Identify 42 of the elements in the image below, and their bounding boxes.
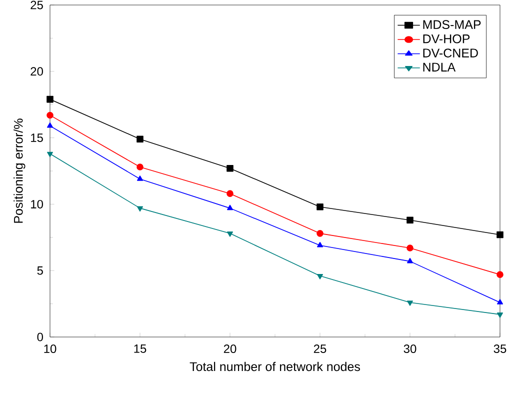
x-tick-label: 35 — [494, 344, 506, 354]
point — [46, 112, 54, 119]
x-tick-label: 20 — [224, 344, 236, 354]
point — [406, 216, 414, 224]
x-tick-label: 25 — [314, 344, 326, 354]
point — [497, 299, 503, 304]
y-tick-label: 20 — [30, 67, 43, 76]
point — [406, 244, 414, 252]
point — [136, 136, 144, 143]
point — [316, 203, 324, 210]
point — [226, 164, 234, 172]
point — [317, 274, 323, 280]
y-tick-label: 0 — [37, 332, 44, 342]
point — [226, 190, 234, 197]
point — [497, 312, 503, 318]
x-axis-title: Total number of network nodes — [190, 362, 360, 372]
point — [227, 232, 233, 237]
point — [227, 204, 233, 210]
legend-label: MDS-MAP — [423, 20, 481, 30]
y-tick-label: 15 — [31, 134, 43, 142]
point — [47, 122, 53, 128]
legend-label: DV-HOP — [423, 34, 470, 44]
y-tick-label: 10 — [31, 200, 43, 208]
point — [496, 271, 504, 278]
x-tick-label: 10 — [44, 344, 56, 354]
point — [46, 96, 54, 103]
point — [496, 231, 504, 238]
y-axis-title: Positioning error/% — [14, 118, 26, 223]
point — [47, 152, 53, 158]
x-tick-label: 15 — [134, 344, 146, 353]
point — [407, 258, 413, 264]
point — [136, 164, 144, 170]
point — [407, 300, 413, 306]
y-tick-label: 25 — [30, 0, 43, 10]
legend-label: NDLA — [423, 62, 456, 72]
point — [137, 176, 143, 181]
point — [316, 230, 324, 237]
legend-label: DV-CNED — [423, 48, 478, 58]
y-tick-label: 5 — [37, 266, 43, 275]
point — [317, 242, 323, 248]
point — [137, 206, 143, 212]
x-tick-label: 30 — [404, 344, 416, 354]
